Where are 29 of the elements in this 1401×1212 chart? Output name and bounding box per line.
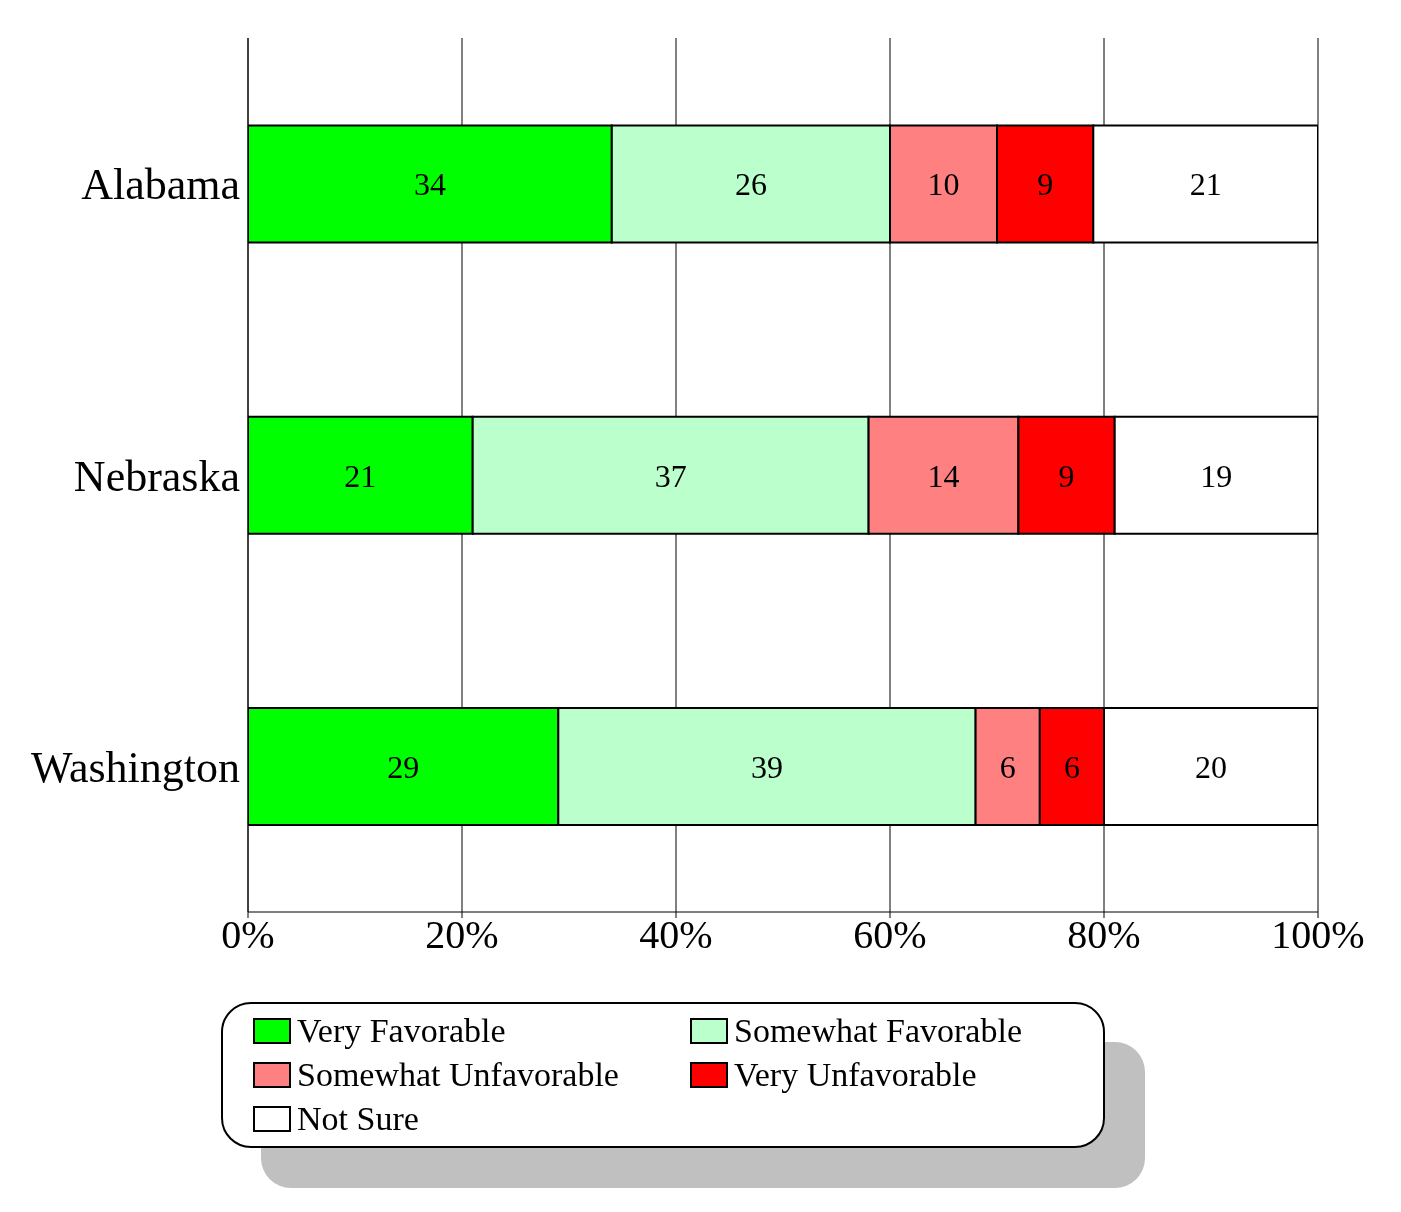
legend-label: Very Unfavorable [733,1056,977,1094]
legend-label: Somewhat Favorable [733,1012,1022,1050]
x-tick-label: 0% [221,912,275,958]
x-tick-label: 20% [425,912,499,958]
data-label: 21 [1189,166,1222,203]
y-tick-label: Alabama [81,160,240,210]
legend-label: Somewhat Unfavorable [297,1056,619,1094]
x-tick-label: 100% [1271,912,1365,958]
data-label: 34 [413,166,446,203]
data-label: 6 [999,748,1016,785]
y-tick-label: Nebraska [73,451,240,501]
x-tick-label: 40% [639,912,713,958]
data-label: 21 [344,457,377,494]
data-label: 26 [734,166,767,203]
data-label: 9 [1037,166,1054,203]
legend-label: Not Sure [297,1100,419,1138]
y-tick-label: Washington [30,742,240,792]
data-label: 29 [387,748,420,785]
data-label: 10 [927,166,960,203]
data-label: 20 [1195,748,1227,785]
data-label: 37 [654,457,687,494]
data-label: 9 [1058,457,1075,494]
data-label: 6 [1063,748,1080,785]
data-label: 39 [750,748,783,785]
data-label: 14 [927,457,960,494]
legend-label: Very Favorable [297,1012,506,1050]
x-tick-label: 60% [853,912,927,958]
x-tick-label: 80% [1067,912,1141,958]
data-label: 19 [1200,457,1233,494]
